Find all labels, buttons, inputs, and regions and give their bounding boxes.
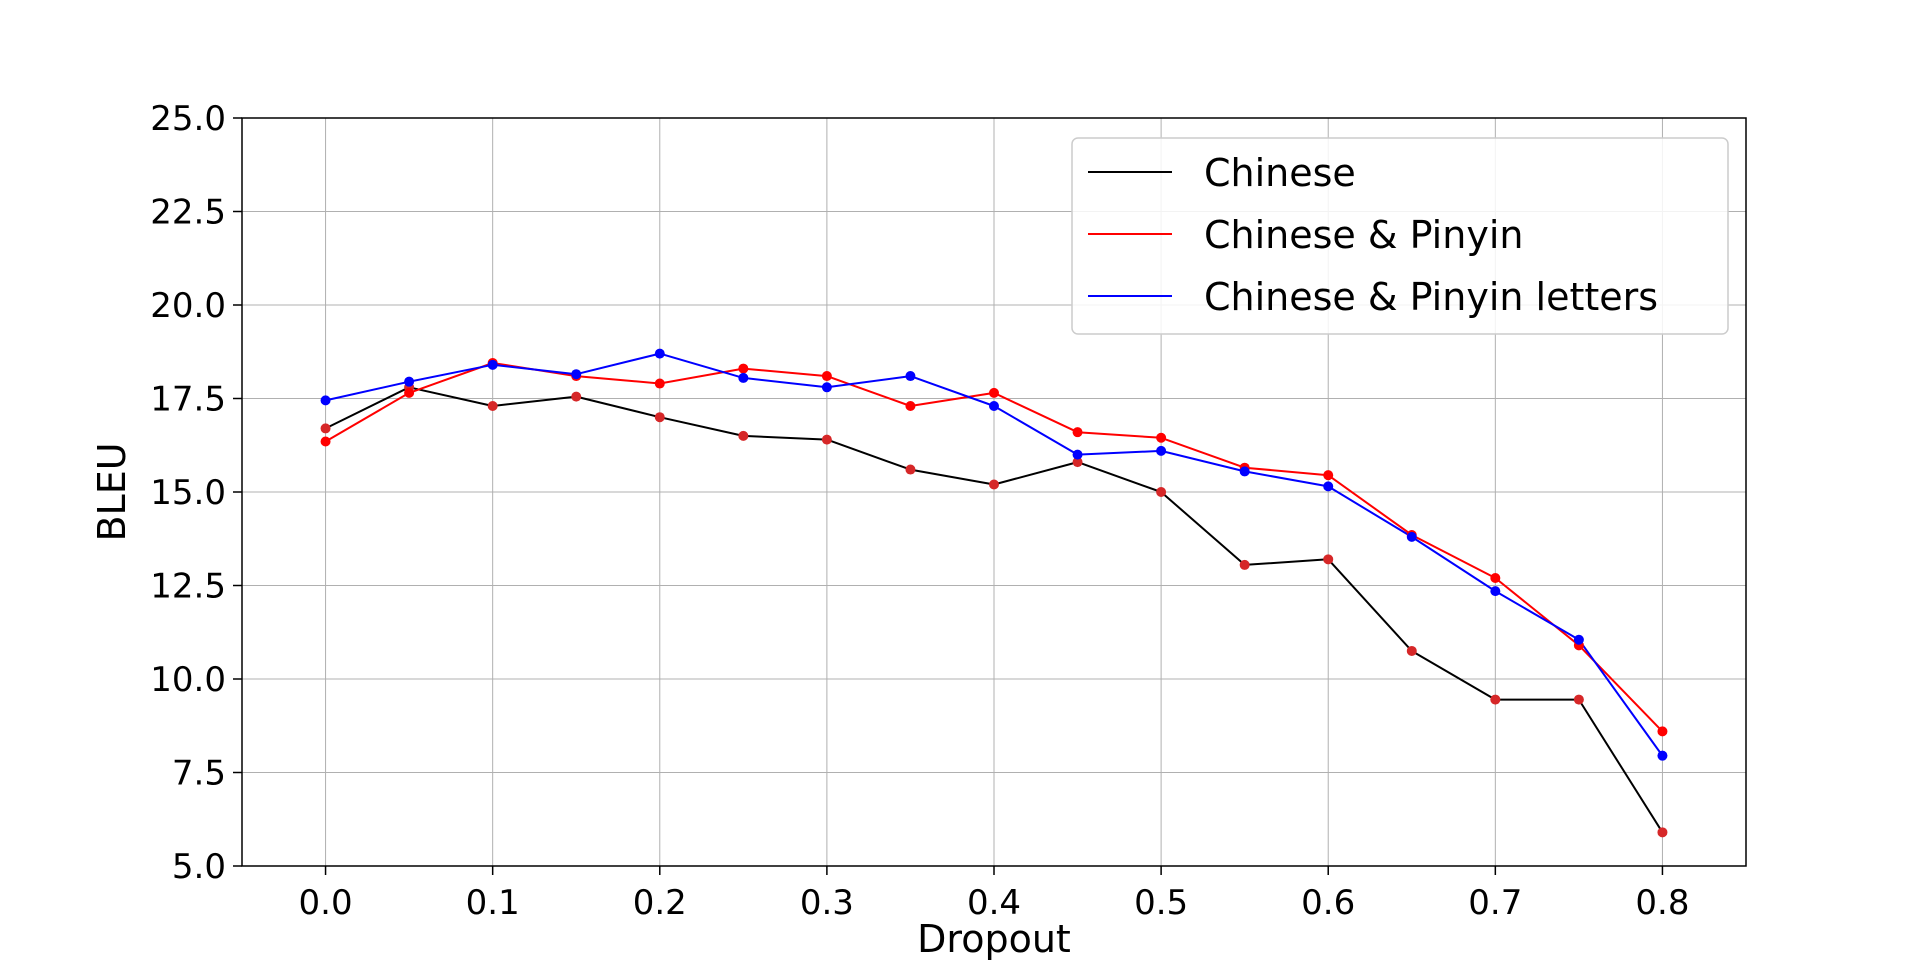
- x-tick-label: 0.8: [1635, 883, 1689, 923]
- y-tick-label: 17.5: [150, 380, 226, 420]
- data-point: [1323, 554, 1334, 565]
- data-point: [1573, 634, 1584, 645]
- legend-label: Chinese & Pinyin letters: [1204, 275, 1658, 319]
- x-tick-label: 0.6: [1301, 883, 1355, 923]
- data-point: [905, 371, 916, 382]
- data-points: [320, 348, 1668, 838]
- axis-ticks: 0.0 0.1 0.2 0.3 0.4 0.5 0.6 0.7 0.8 5.0 7.5 10.0 12.…: [150, 99, 1689, 923]
- data-point: [654, 378, 665, 389]
- data-point: [1156, 432, 1167, 443]
- data-point: [1156, 445, 1167, 456]
- x-axis-label: Dropout: [917, 917, 1071, 961]
- y-tick-label: 25.0: [150, 99, 226, 139]
- x-tick-label: 0.1: [466, 883, 520, 923]
- legend-label: Chinese: [1204, 151, 1356, 195]
- data-point: [738, 363, 749, 374]
- data-point: [1072, 457, 1083, 468]
- data-point: [989, 400, 999, 411]
- data-point: [320, 395, 331, 406]
- legend: Chinese Chinese & Pinyin Chinese & Pinyin …: [1071, 137, 1729, 335]
- data-point: [1657, 726, 1668, 737]
- data-point: [1239, 559, 1250, 570]
- data-point: [905, 464, 916, 475]
- data-point: [738, 372, 749, 383]
- data-point: [571, 369, 582, 380]
- data-point: [654, 348, 665, 359]
- y-tick-label: 15.0: [150, 473, 226, 513]
- data-point: [1573, 694, 1584, 705]
- data-point: [1323, 481, 1334, 492]
- x-tick-label: 0.7: [1468, 883, 1522, 923]
- legend-label: Chinese & Pinyin: [1204, 213, 1523, 257]
- data-point: [989, 479, 999, 490]
- data-point: [1323, 470, 1334, 481]
- data-point: [404, 376, 415, 387]
- data-point: [1072, 449, 1083, 460]
- x-tick-label: 0.2: [633, 883, 687, 923]
- data-point: [1657, 750, 1668, 761]
- data-point: [1239, 466, 1250, 477]
- data-point: [487, 359, 498, 370]
- data-point: [654, 412, 665, 423]
- y-tick-label: 7.5: [172, 754, 226, 794]
- y-tick-label: 10.0: [150, 660, 226, 700]
- data-point: [1072, 427, 1083, 438]
- data-point: [905, 400, 916, 411]
- x-tick-label: 0.0: [299, 883, 353, 923]
- x-tick-label: 0.5: [1134, 883, 1188, 923]
- data-point: [1156, 487, 1167, 497]
- data-point: [571, 391, 582, 402]
- y-tick-label: 5.0: [172, 847, 226, 887]
- y-tick-label: 12.5: [150, 567, 226, 607]
- legend-box: [1071, 137, 1729, 335]
- data-point: [821, 434, 832, 445]
- data-point: [487, 400, 498, 411]
- data-point: [1406, 531, 1417, 542]
- x-tick-label: 0.3: [800, 883, 854, 923]
- data-point: [1490, 694, 1501, 705]
- data-point: [404, 387, 415, 398]
- data-point: [738, 430, 749, 441]
- data-point: [1490, 573, 1501, 584]
- data-point: [320, 423, 331, 434]
- data-point: [989, 387, 999, 398]
- y-axis-label: BLEU: [90, 442, 134, 541]
- x-tick-label: 0.4: [967, 883, 1021, 923]
- data-point: [1490, 586, 1501, 597]
- data-point: [1406, 645, 1417, 656]
- data-point: [1657, 827, 1668, 838]
- y-tick-label: 20.0: [150, 286, 226, 326]
- data-point: [821, 382, 832, 393]
- y-tick-label: 22.5: [150, 193, 226, 233]
- data-point: [320, 436, 331, 447]
- data-point: [821, 371, 832, 382]
